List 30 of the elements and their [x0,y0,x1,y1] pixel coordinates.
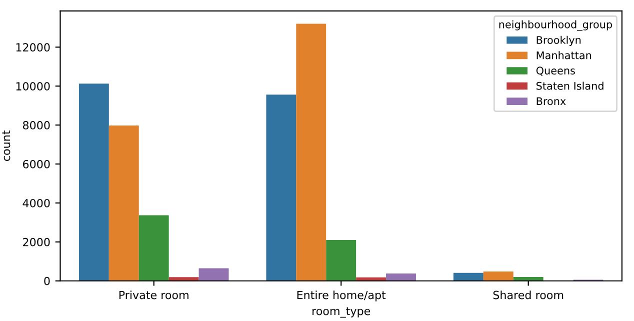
y-tick-label: 0 [44,276,50,286]
legend-label: Bronx [536,97,566,106]
y-tick-label: 2000 [23,238,50,246]
y-tick-label: 4000 [22,198,50,208]
x-tick-label: Shared room [493,290,564,300]
legend-label: Brooklyn [536,36,581,46]
y-axis-title: count [2,130,10,161]
bar [198,268,229,281]
bar [168,277,199,281]
y-tick-label: 6000 [23,160,50,168]
bar [513,276,544,281]
legend-label: Staten Island [536,82,604,90]
bar [386,273,416,281]
bar [453,272,484,281]
x-axis-title: room_type [312,307,370,318]
y-tick-label: 10000 [16,82,50,90]
y-tick-label: 8000 [22,121,50,130]
x-tick-label: Private room [119,290,188,300]
bar [108,125,139,281]
bar [483,272,514,281]
legend-label: Queens [536,66,575,76]
bar [266,94,296,281]
y-tick-label: 12000 [16,43,50,52]
bar [296,24,326,281]
bar [138,215,169,281]
bar [326,240,356,281]
x-tick-label: Entire home/apt [297,290,386,302]
legend-label: Manhattan [536,51,592,60]
bar [78,84,109,281]
legend-title: neighbourhood_group [499,20,612,31]
